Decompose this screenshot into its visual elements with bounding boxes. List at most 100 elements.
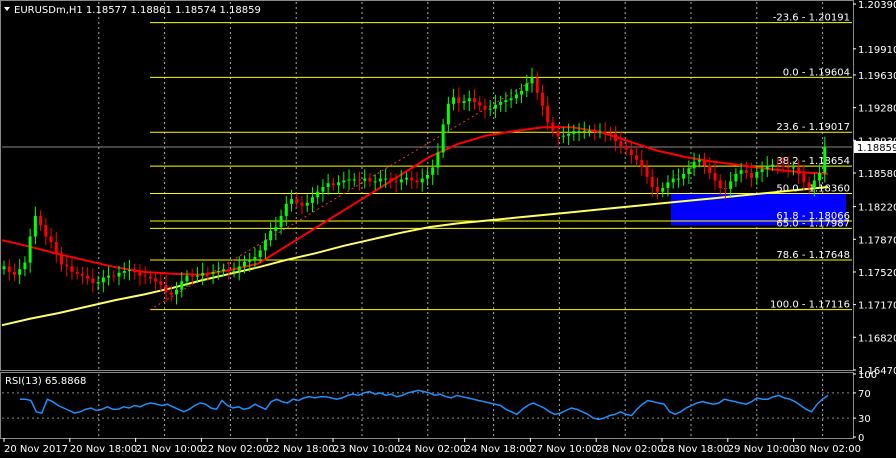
candle-bull[interactable] (525, 83, 529, 91)
candle-bull[interactable] (310, 197, 314, 203)
candle-bear[interactable] (786, 166, 790, 169)
candle-bear[interactable] (206, 272, 210, 274)
candle-bull[interactable] (185, 275, 189, 282)
candle-bull[interactable] (567, 133, 571, 136)
candle-bull[interactable] (258, 250, 262, 258)
candle-bull[interactable] (33, 215, 37, 237)
candle-bull[interactable] (127, 270, 131, 272)
candle-bull[interactable] (676, 178, 680, 180)
candle-bear[interactable] (190, 275, 194, 277)
candle-bear[interactable] (540, 92, 544, 106)
candle-bull[interactable] (263, 240, 267, 251)
candle-bear[interactable] (415, 180, 419, 183)
candle-bear[interactable] (781, 165, 785, 167)
candle-bull[interactable] (420, 178, 424, 183)
candle-bear[interactable] (807, 182, 811, 188)
candle-bull[interactable] (514, 94, 518, 99)
candle-bull[interactable] (117, 272, 121, 277)
candle-bull[interactable] (598, 131, 602, 133)
candle-bull[interactable] (697, 159, 701, 162)
candle-bear[interactable] (593, 130, 597, 132)
candle-bull[interactable] (425, 174, 429, 179)
candle-bull[interactable] (290, 199, 294, 204)
candle-bull[interactable] (661, 187, 665, 192)
candle-bull[interactable] (180, 281, 184, 290)
candle-bear[interactable] (12, 271, 16, 275)
candle-bull[interactable] (122, 271, 126, 273)
candle-bull[interactable] (201, 272, 205, 276)
candle-bear[interactable] (713, 172, 717, 181)
candle-bear[interactable] (154, 278, 158, 282)
candle-bear[interactable] (776, 164, 780, 166)
candle-bull[interactable] (687, 168, 691, 174)
candle-bear[interactable] (603, 131, 607, 133)
candle-bear[interactable] (802, 173, 806, 183)
candle-bull[interactable] (504, 100, 508, 103)
candle-bull[interactable] (253, 257, 257, 261)
candle-bull[interactable] (352, 179, 356, 181)
candle-bull[interactable] (671, 178, 675, 183)
candle-bull[interactable] (467, 98, 471, 102)
candle-bear[interactable] (368, 178, 372, 182)
candle-bear[interactable] (650, 176, 654, 187)
candle-bull[interactable] (28, 236, 32, 263)
candle-bull[interactable] (399, 179, 403, 183)
candle-bull[interactable] (23, 262, 27, 270)
candle-bull[interactable] (493, 104, 497, 109)
candle-bull[interactable] (316, 191, 320, 198)
candle-bear[interactable] (457, 97, 461, 103)
candle-bull[interactable] (441, 124, 445, 153)
candle-bull[interactable] (342, 180, 346, 183)
candle-bear[interactable] (629, 149, 633, 156)
candle-bear[interactable] (394, 181, 398, 183)
candle-bear[interactable] (7, 266, 11, 272)
candle-bear[interactable] (655, 187, 659, 192)
candle-bear[interactable] (619, 141, 623, 146)
candle-bull[interactable] (175, 289, 179, 295)
candle-bear[interactable] (39, 215, 43, 226)
candle-bear[interactable] (91, 278, 95, 284)
candle-bull[interactable] (222, 269, 226, 272)
candle-bear[interactable] (300, 202, 304, 206)
candle-bull[interactable] (237, 266, 241, 272)
candle-bear[interactable] (551, 122, 555, 131)
candle-bull[interactable] (107, 275, 111, 278)
candle-bull[interactable] (791, 167, 795, 169)
candle-bear[interactable] (703, 159, 707, 166)
candle-bull[interactable] (337, 182, 341, 186)
candle-bear[interactable] (54, 242, 58, 254)
candle-bear[interactable] (535, 77, 539, 93)
candle-bull[interactable] (561, 135, 565, 137)
candle-bull[interactable] (666, 182, 670, 188)
candle-bull[interactable] (248, 260, 252, 262)
candle-bull[interactable] (812, 180, 816, 188)
candle-bull[interactable] (326, 183, 330, 187)
candle-bull[interactable] (760, 169, 764, 173)
candle-bear[interactable] (473, 98, 477, 103)
candle-bear[interactable] (70, 266, 74, 272)
candle-bear[interactable] (708, 165, 712, 173)
candle-bear[interactable] (608, 132, 612, 134)
candle-bull[interactable] (488, 108, 492, 110)
candle-bull[interactable] (195, 275, 199, 277)
candle-bear[interactable] (483, 105, 487, 110)
candle-bear[interactable] (614, 133, 618, 142)
candle-bull[interactable] (242, 261, 246, 267)
candle-bear[interactable] (138, 271, 142, 276)
candle-bull[interactable] (572, 130, 576, 134)
candle-bull[interactable] (431, 167, 435, 175)
candle-bear[interactable] (169, 292, 173, 295)
candle-bull[interactable] (729, 181, 733, 189)
candle-bear[interactable] (49, 236, 53, 243)
candle-bear[interactable] (546, 105, 550, 123)
candle-bear[interactable] (640, 159, 644, 167)
candle-bear[interactable] (65, 264, 69, 267)
candle-bull[interactable] (765, 165, 769, 170)
candle-bull[interactable] (739, 170, 743, 174)
candle-bear[interactable] (75, 271, 79, 274)
candle-bear[interactable] (295, 199, 299, 203)
candle-bull[interactable] (384, 178, 388, 180)
candle-bull[interactable] (363, 178, 367, 181)
candle-bear[interactable] (478, 102, 482, 106)
